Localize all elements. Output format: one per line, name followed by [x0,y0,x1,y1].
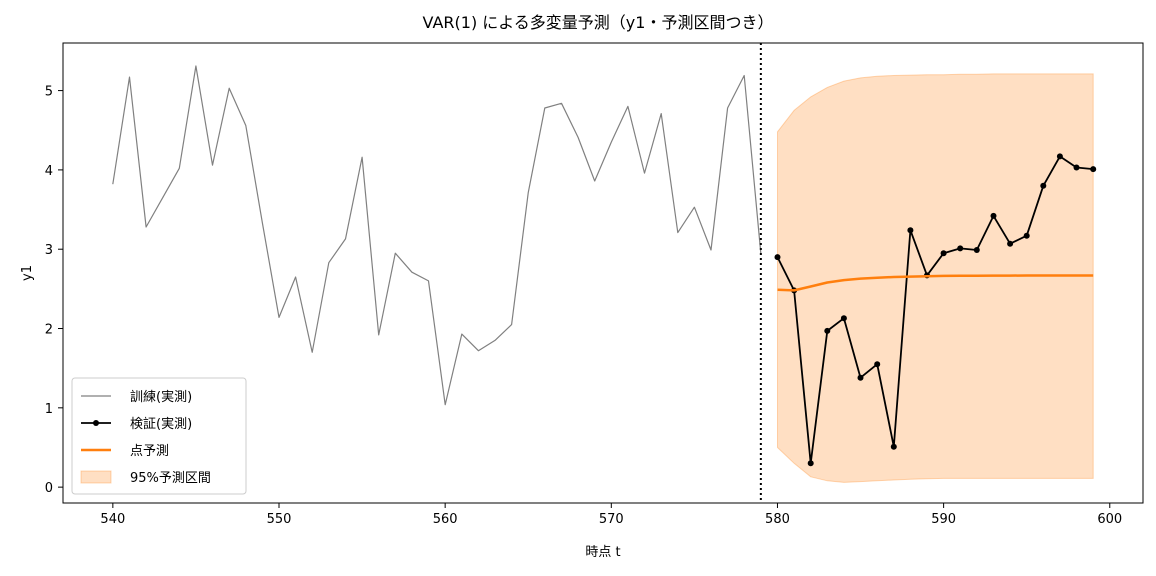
y-axis-label: y1 [20,265,35,281]
data-point [1073,164,1080,171]
data-point [840,315,847,322]
data-point [1007,240,1014,247]
data-point [824,327,831,334]
x-tick-label: 550 [267,512,292,527]
x-tick-label: 590 [931,512,956,527]
series-line-2 [776,155,1094,465]
axes: 540 550 560 570 580 590 600 0 1 2 3 4 5 [45,42,1144,527]
data-point [807,460,814,467]
series-line-3 [777,274,1094,292]
data-point [907,227,914,234]
x-tick-label: 570 [599,512,624,527]
data-point [874,361,881,368]
prediction-interval-band [777,73,1094,483]
legend-label-interval: 95%予測区間 [130,471,211,486]
legend-swatch-valid-marker [93,420,99,426]
plot-frame [62,42,1144,504]
data-point [1040,182,1047,189]
data-point [1023,232,1030,239]
data-point [890,443,897,450]
series-line-1 [112,65,762,406]
data-point [774,254,781,261]
legend-swatch-interval [80,470,112,484]
data-point [990,212,997,219]
data-point [1090,166,1097,173]
data-point [857,374,864,381]
y-tick-label: 1 [45,402,53,417]
chart-title: VAR(1) による多変量予測（y1・予測区間つき） [423,13,774,32]
x-tick-label: 560 [433,512,458,527]
y-tick-label: 3 [45,243,53,258]
y-tick-label: 5 [45,85,53,100]
data-point [957,245,964,252]
data-point [1056,153,1063,160]
x-tick-label: 580 [765,512,790,527]
legend: 訓練(実測) 検証(実測) 点予測 95%予測区間 [71,377,247,495]
data-point [940,250,947,257]
x-tick-label: 600 [1097,512,1122,527]
y-tick-label: 2 [45,323,53,338]
legend-label-train: 訓練(実測) [130,389,192,405]
legend-label-forecast: 点予測 [130,444,169,459]
data-point [973,247,980,253]
legend-label-valid: 検証(実測) [130,416,192,432]
y-tick-label: 4 [45,164,53,179]
legend-box [71,377,247,495]
x-axis-label: 時点 t [585,545,620,560]
plot-area [112,43,1097,503]
x-tick-label: 540 [100,512,125,527]
y-tick-label: 0 [45,481,53,496]
